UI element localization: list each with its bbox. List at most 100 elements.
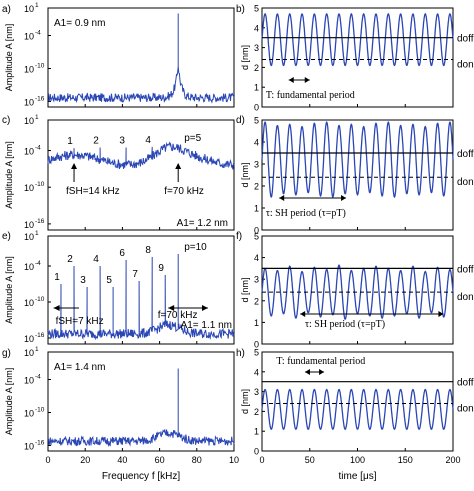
x-tick-label: 80 bbox=[192, 455, 202, 465]
peak-label: 4 bbox=[145, 135, 151, 146]
panel-label: d) bbox=[236, 115, 245, 126]
x-tick-label: 0 bbox=[259, 455, 264, 465]
y-tick-label: 10 bbox=[24, 98, 34, 108]
y-tick-label: 10 bbox=[24, 116, 34, 126]
x-tick-label: 40 bbox=[117, 455, 127, 465]
period-label: T: fundamental period bbox=[276, 356, 365, 367]
peak-label: 4 bbox=[93, 254, 99, 265]
period-label: τ: SH period (τ=pT) bbox=[305, 319, 385, 330]
y-axis-label: d [nm] bbox=[240, 45, 250, 70]
y-tick-label: 2 bbox=[254, 182, 259, 192]
period-label: τ: SH period (τ=pT) bbox=[266, 208, 346, 219]
spectrum-trace bbox=[48, 369, 234, 446]
peak-label: 6 bbox=[119, 248, 125, 259]
displacement-trace bbox=[262, 122, 453, 197]
y-tick-exponent: -16 bbox=[35, 96, 45, 103]
y-tick-exponent: -4 bbox=[35, 260, 41, 267]
y-tick-exponent: 1 bbox=[35, 2, 39, 9]
y-tick-label: 0 bbox=[254, 103, 259, 113]
y-tick-label: 4 bbox=[254, 367, 259, 377]
arrowhead bbox=[305, 77, 310, 83]
doff-label: doff bbox=[457, 264, 474, 275]
peak-label: 3 bbox=[80, 275, 86, 286]
don-label: don bbox=[457, 177, 474, 188]
y-tick-label: 1 bbox=[254, 204, 259, 214]
panel-label: e) bbox=[2, 231, 11, 242]
y-tick-exponent: -10 bbox=[35, 407, 45, 414]
y-tick-exponent: -4 bbox=[35, 145, 41, 152]
y-tick-label: 4 bbox=[254, 23, 259, 33]
arrowhead bbox=[300, 311, 305, 317]
y-tick-label: 10 bbox=[24, 4, 34, 14]
y-tick-label: 3 bbox=[254, 387, 259, 397]
peak-label: 2 bbox=[93, 136, 99, 147]
y-tick-exponent: -16 bbox=[35, 332, 45, 339]
y-axis-label: Amplitude A [nm] bbox=[4, 141, 14, 209]
y-axis-label: Amplitude A [nm] bbox=[4, 256, 14, 324]
doff-label: doff bbox=[457, 378, 474, 389]
y-tick-label: 10 bbox=[24, 220, 34, 230]
displacement-trace bbox=[262, 14, 453, 66]
y-tick-label: 10 bbox=[24, 32, 34, 42]
panel-label: h) bbox=[236, 348, 245, 359]
annotation-f: f=70 kHz bbox=[158, 310, 198, 321]
spectrum-panel-e: e) 10 110 -410 -1010 -16Amplitude A [nm] 12345… bbox=[2, 230, 234, 344]
y-tick-label: 10 bbox=[24, 348, 34, 358]
y-axis-label: d [nm] bbox=[240, 389, 250, 414]
peak-label: 1 bbox=[54, 272, 60, 283]
x-tick-label: 150 bbox=[398, 455, 413, 465]
y-tick-label: 5 bbox=[254, 232, 259, 242]
period-label: T: fundamental period bbox=[266, 90, 355, 101]
y-tick-label: 10 bbox=[24, 65, 34, 75]
arrowhead bbox=[71, 163, 77, 169]
y-tick-label: 2 bbox=[254, 63, 259, 73]
y-tick-exponent: -10 bbox=[35, 63, 45, 70]
y-tick-label: 3 bbox=[254, 43, 259, 53]
x-tick-label: 100 bbox=[350, 455, 365, 465]
y-tick-exponent: 1 bbox=[35, 230, 39, 237]
y-tick-label: 5 bbox=[254, 116, 259, 126]
peak-label: p=5 bbox=[184, 133, 201, 144]
y-tick-label: 1 bbox=[254, 318, 259, 328]
x-tick-label: 0 bbox=[45, 455, 50, 465]
peak-label: 5 bbox=[106, 275, 112, 286]
arrowhead bbox=[175, 163, 181, 169]
y-tick-label: 5 bbox=[254, 4, 259, 14]
plot-frame bbox=[48, 120, 234, 230]
y-tick-label: 3 bbox=[254, 275, 259, 285]
y-tick-exponent: -4 bbox=[35, 374, 41, 381]
panel-label: c) bbox=[2, 115, 10, 126]
arrowhead bbox=[341, 195, 346, 201]
arrowhead bbox=[279, 195, 284, 201]
x-axis-label: Frequency f [kHz] bbox=[102, 471, 181, 482]
peak-label: p=10 bbox=[184, 242, 207, 253]
y-axis-label: d [nm] bbox=[240, 162, 250, 187]
x-axis-label: time [μs] bbox=[339, 471, 377, 482]
doff-label: doff bbox=[457, 149, 474, 160]
don-label: don bbox=[457, 292, 474, 303]
y-axis-label: Amplitude A [nm] bbox=[4, 368, 14, 436]
panel-label: b) bbox=[236, 4, 245, 15]
y-tick-exponent: -4 bbox=[35, 30, 41, 37]
peak-label: 9 bbox=[158, 263, 164, 274]
don-label: don bbox=[457, 59, 474, 70]
don-label: don bbox=[457, 403, 474, 414]
annotation-f: f=70 kHz bbox=[164, 186, 204, 197]
panel-label: g) bbox=[2, 348, 11, 359]
x-tick-label: 50 bbox=[305, 455, 315, 465]
arrowhead bbox=[289, 77, 294, 83]
y-tick-label: 1 bbox=[254, 427, 259, 437]
panel-label: a) bbox=[2, 4, 11, 15]
time-panel-d: d) 0 1 2 3 4 5 d [nm] doff don τ: SH period (τ=pT) bbox=[236, 115, 474, 236]
y-tick-label: 2 bbox=[254, 296, 259, 306]
amplitude-note: A1= 0.9 nm bbox=[54, 18, 105, 29]
peak-label: 7 bbox=[132, 269, 138, 280]
y-tick-label: 10 bbox=[24, 262, 34, 272]
spectrum-trace bbox=[48, 143, 234, 170]
x-tick-label: 60 bbox=[155, 455, 165, 465]
peak-label: 2 bbox=[67, 254, 73, 265]
y-axis-label: Amplitude A [nm] bbox=[4, 24, 14, 92]
